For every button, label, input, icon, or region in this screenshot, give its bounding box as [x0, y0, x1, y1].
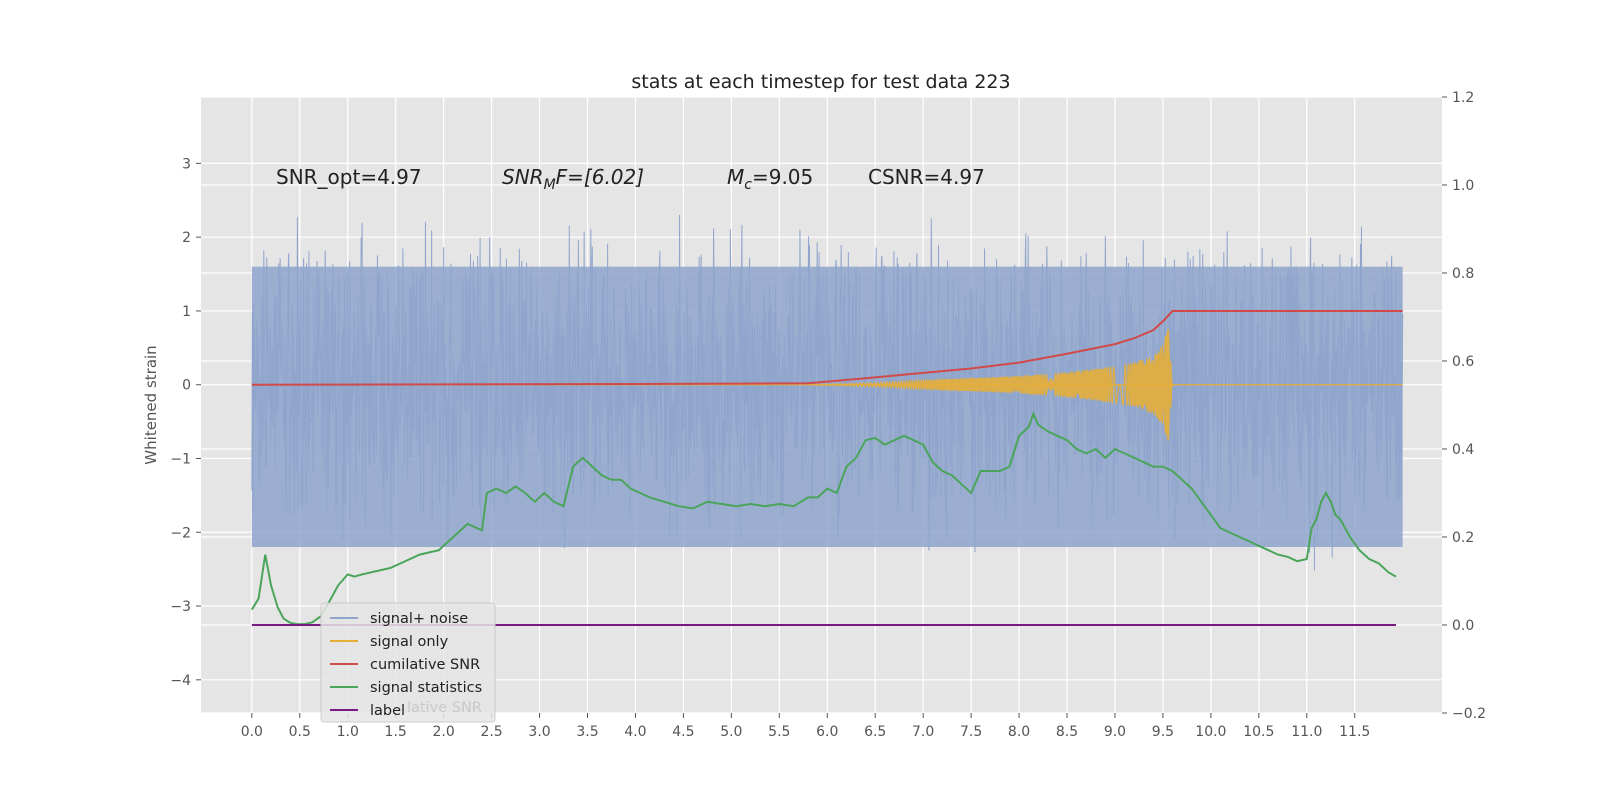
x-tick-label: 8.0	[1008, 724, 1030, 740]
y-tick-label: −2	[170, 525, 191, 541]
annotation-mc-sub: c	[744, 177, 752, 193]
series-signal-statistics	[250, 411, 1397, 626]
annotation-snr-mf-sub: M	[544, 177, 556, 193]
y2-tick-label: −0.2	[1452, 706, 1486, 722]
legend-items: signal+ noise signal only cumilative SNR si…	[330, 611, 482, 719]
x-tick-label: 9.5	[1152, 724, 1174, 740]
legend-entry: signal only	[370, 634, 449, 650]
x-tick-label: 7.0	[912, 724, 934, 740]
legend-entry: signal statistics	[370, 680, 482, 696]
y-tick-label: −3	[170, 599, 191, 615]
annotation-snr-mf: SNRMF=[6.02]	[502, 165, 644, 193]
series-cumulative-snr	[251, 309, 1403, 386]
x-tick-label: 6.0	[816, 724, 838, 740]
x-tick-label: 5.5	[768, 724, 790, 740]
chart-title: stats at each timestep for test data 223	[631, 71, 1010, 93]
x-tick-label: 0.0	[241, 724, 263, 740]
x-axis-ticks: 0.0 0.5 1.0 1.5 2.0 2.5 3.0 3.5 4.0 4.5 5.0 5.5 6.0 6…	[241, 713, 1370, 740]
x-tick-label: 1.5	[385, 724, 407, 740]
annotation-mc-rest: =9.05	[752, 165, 813, 189]
legend-entry: label	[370, 703, 405, 719]
y2-tick-label: 0.0	[1452, 618, 1474, 634]
cumulative-snr-line	[251, 309, 1403, 386]
x-tick-label: 0.5	[289, 724, 311, 740]
signal-chirp	[808, 329, 1174, 441]
x-tick-label: 10.0	[1195, 724, 1226, 740]
y2-tick-label: 1.2	[1452, 90, 1474, 106]
signal-statistics-line	[250, 411, 1397, 626]
x-tick-label: 3.5	[576, 724, 598, 740]
noise-line	[251, 214, 1404, 571]
y2-tick-label: 0.2	[1452, 530, 1474, 546]
y-tick-label: −4	[170, 673, 191, 689]
legend-entry: signal+ noise	[370, 611, 468, 627]
x-tick-label: 7.5	[960, 724, 982, 740]
legend-overlay-text: lative SNR	[407, 700, 482, 716]
annotation-snr-opt: SNR_opt=4.97	[276, 165, 422, 189]
y2-tick-label: 0.6	[1452, 354, 1474, 370]
x-tick-label: 2.5	[480, 724, 502, 740]
x-tick-label: 1.0	[337, 724, 359, 740]
x-tick-label: 4.5	[672, 724, 694, 740]
y-axis-ticks: 3 2 1 0 −1 −2 −3 −4	[170, 156, 201, 689]
x-tick-label: 6.5	[864, 724, 886, 740]
y2-tick-label: 0.4	[1452, 442, 1474, 458]
y-tick-label: −1	[170, 451, 191, 467]
annotation-mc-main: M	[727, 165, 744, 189]
y-tick-label: 3	[182, 156, 191, 172]
x-tick-label: 11.0	[1291, 724, 1322, 740]
annotation-csnr: CSNR=4.97	[868, 165, 985, 189]
annotation-mc: Mc=9.05	[727, 165, 813, 193]
y2-tick-label: 0.8	[1452, 266, 1474, 282]
legend: signal+ noise signal only cumilative SNR si…	[320, 602, 496, 723]
x-tick-label: 8.5	[1056, 724, 1078, 740]
annotation-snr-mf-main: SNR	[502, 165, 544, 189]
annotation-snr-mf-rest: F=[6.02]	[556, 165, 644, 189]
x-tick-label: 5.0	[720, 724, 742, 740]
y-tick-label: 0	[182, 378, 191, 394]
y2-tick-label: 1.0	[1452, 178, 1474, 194]
x-tick-label: 4.0	[624, 724, 646, 740]
x-tick-label: 2.0	[433, 724, 455, 740]
series-signal-noise	[251, 214, 1404, 571]
legend-entry: cumilative SNR	[370, 657, 480, 673]
legend-box	[320, 602, 496, 723]
x-tick-label: 9.0	[1104, 724, 1126, 740]
y-axis-label: Whitened strain	[142, 345, 160, 464]
x-tick-label: 10.5	[1243, 724, 1274, 740]
y-tick-label: 2	[182, 230, 191, 246]
x-tick-label: 11.5	[1339, 724, 1370, 740]
y2-axis-ticks: 1.2 1.0 0.8 0.6 0.4 0.2 0.0 −0.2	[1442, 90, 1486, 722]
x-tick-label: 3.0	[528, 724, 550, 740]
y-tick-label: 1	[182, 304, 191, 320]
